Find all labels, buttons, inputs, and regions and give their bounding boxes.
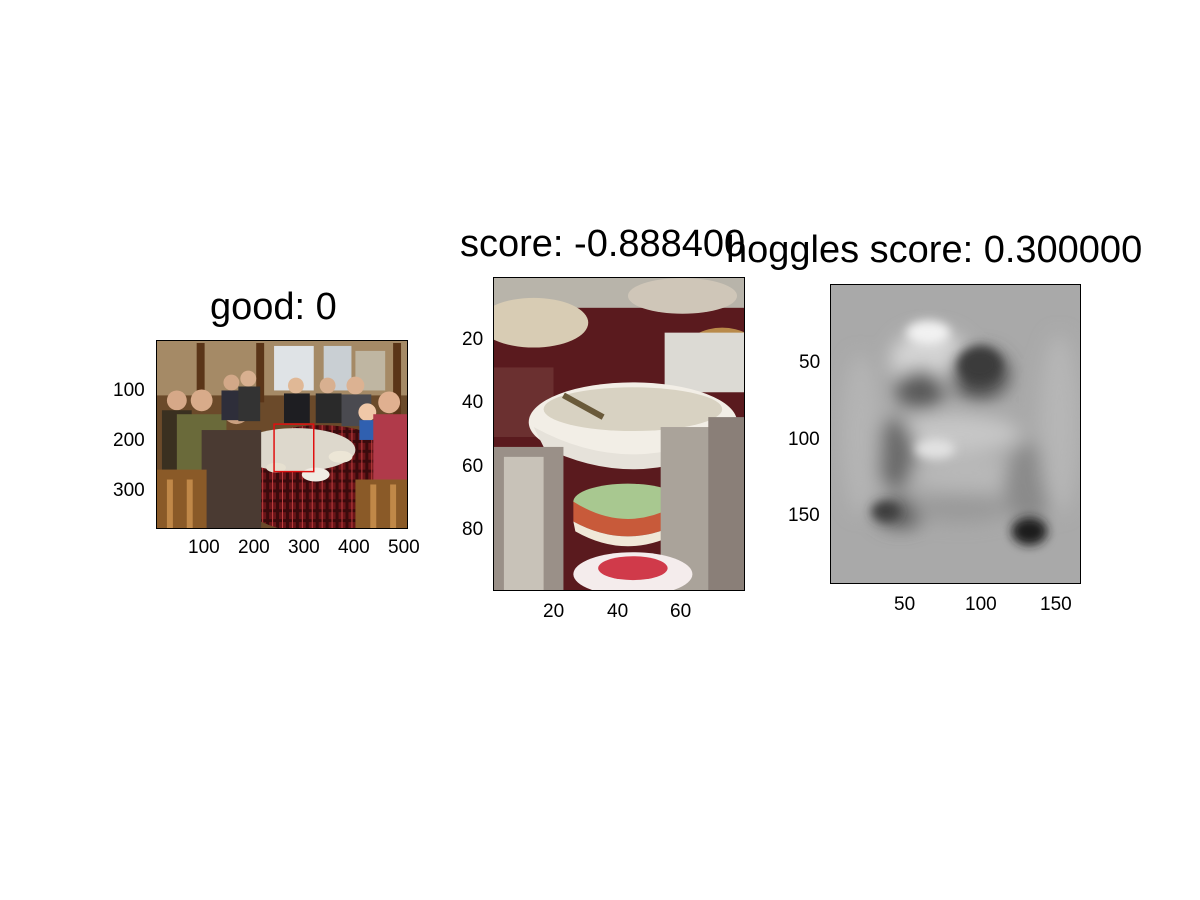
panel2-xtick: 20 xyxy=(543,601,565,622)
panel3-xtick: 50 xyxy=(894,594,916,615)
panel1-title: good: 0 xyxy=(210,286,337,328)
panel1-xtick: 500 xyxy=(388,537,420,558)
panel1-xtick: 100 xyxy=(188,537,220,558)
panel2-ytick: 80 xyxy=(462,519,484,540)
panel2-ytick: 20 xyxy=(462,329,484,350)
panel3-axes xyxy=(830,284,1081,584)
panel3-title: hoggles score: 0.300000 xyxy=(726,229,1143,271)
panel2-xtick: 40 xyxy=(607,601,629,622)
panel1-axes xyxy=(156,340,408,529)
panel2-ytick: 40 xyxy=(462,392,484,413)
panel2-xtick: 60 xyxy=(670,601,692,622)
panel3-hoggles-image xyxy=(831,285,1080,583)
panel3-xtick: 100 xyxy=(965,594,997,615)
panel1-photo xyxy=(157,341,407,528)
panel3-xtick: 150 xyxy=(1040,594,1072,615)
panel1-ytick: 200 xyxy=(113,430,145,451)
panel2-title: score: -0.888400 xyxy=(460,223,746,265)
panel1-ytick: 100 xyxy=(113,380,145,401)
panel1-detection-box xyxy=(273,423,315,473)
panel3-ytick: 150 xyxy=(788,505,820,526)
panel2-axes xyxy=(493,277,745,591)
panel2-ytick: 60 xyxy=(462,456,484,477)
panel1-xtick: 400 xyxy=(338,537,370,558)
panel1-xtick: 200 xyxy=(238,537,270,558)
panel1-xtick: 300 xyxy=(288,537,320,558)
panel3-ytick: 50 xyxy=(799,352,821,373)
panel2-photo xyxy=(494,278,744,590)
panel1-ytick: 300 xyxy=(113,480,145,501)
panel3-ytick: 100 xyxy=(788,429,820,450)
